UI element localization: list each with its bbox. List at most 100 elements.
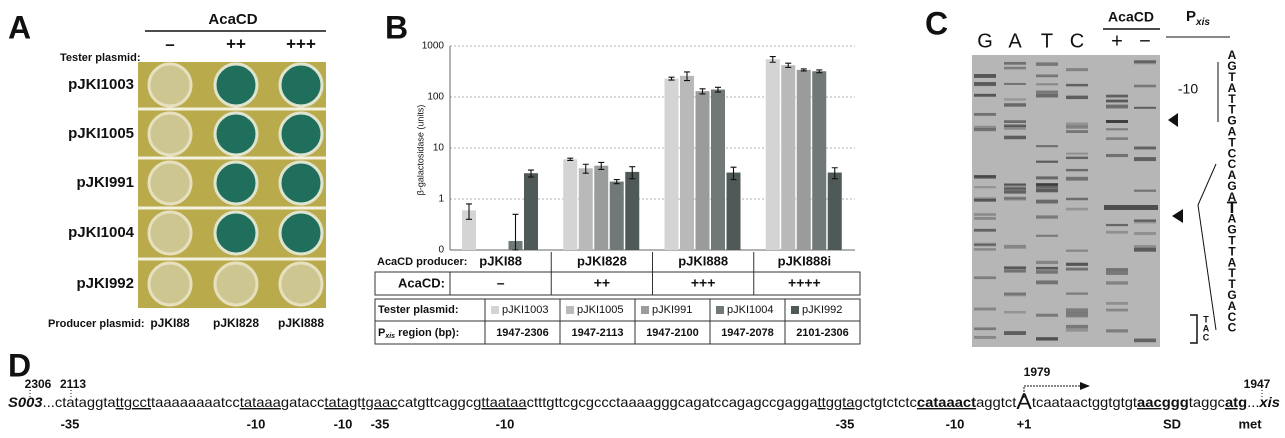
element-label: -10 [334,416,353,431]
gel-band [1036,215,1058,218]
promoter-label: Pxis [1186,8,1210,28]
panel-letter: C [925,5,948,41]
row-title: Producer plasmid: [48,318,145,330]
x-tick-label: pJKI88 [479,253,522,268]
gel-band [974,248,996,251]
gel-band [1134,220,1156,224]
sequence-segment: aggtct [976,394,1016,410]
bar [797,70,811,250]
position-label: 1947 [1244,377,1271,391]
gel-band [1004,103,1026,106]
gel-band [1004,188,1026,192]
legend-label: pJKI1004 [727,304,773,316]
region-value: 1947-2078 [721,327,774,339]
bar [625,172,639,250]
bar [711,90,725,250]
element-label: -35 [371,416,390,431]
level-label: +++ [691,275,716,291]
position-label: 1979 [1024,365,1051,379]
row-title: AcaCD: [398,275,445,290]
gel-band [1036,314,1058,317]
gel-band [1004,197,1026,199]
sequence-segment: A [1016,389,1032,414]
gel-band [1004,67,1026,70]
gel-band [1106,128,1128,130]
gel-band [1106,95,1128,98]
y-tick-label: 100 [427,92,444,103]
colony [149,263,191,305]
gel-band [1004,184,1026,186]
gel-band [1004,124,1026,127]
sequence-segment: tcaataactggtgtgt [1032,394,1137,410]
gel-band [1066,314,1088,317]
sequence-segment: tgaac [361,394,397,410]
gel-band [1004,269,1026,272]
sequence-letter: C [1228,321,1237,335]
gel-band [1036,94,1058,98]
gel-band [1134,147,1156,150]
bar [727,173,741,250]
region-rest: region (bp): [395,327,459,339]
row-title: Tester plasmid: [378,304,459,316]
bar [665,79,679,250]
bar [766,59,780,250]
gel-band [1004,311,1026,314]
sequence-segment: ttggta [817,394,854,410]
gel-band [1066,329,1088,332]
x-tick-label: pJKI888 [678,253,728,268]
arrowhead [1168,113,1178,127]
lane-label: − [1139,30,1151,52]
gel-band [1134,190,1156,192]
row-title: Tester plasmid: [60,52,141,64]
sequence-segment: ttgcct [116,394,151,410]
element-label: -10 [247,416,266,431]
row-label: pJKI1003 [68,76,134,93]
sequence-segment: S003 [8,394,43,410]
producer-label: pJKI888 [278,316,324,330]
sequence-segment: cataaact [917,394,977,410]
gel-band [1036,270,1058,274]
bar [610,182,624,250]
gel-band [974,336,996,339]
bar [594,166,608,250]
element-label: -10 [496,416,515,431]
gel-band [1036,267,1058,270]
legend-swatch [566,306,574,314]
gel-band [1134,248,1156,252]
gel-band [1106,120,1128,123]
sequence-segment: atg [1225,394,1247,410]
column-label: ++ [226,34,246,53]
sequence-segment: ... [1247,394,1259,410]
legend-label: pJKI1003 [502,304,548,316]
colony [215,263,257,305]
level-label: ++ [594,275,610,291]
gel-band [1036,161,1058,163]
gel-band [1106,309,1128,312]
gel-band [1066,84,1088,86]
row-label: pJKI1005 [68,125,134,142]
producer-label: pJKI88 [150,316,190,330]
colony [280,263,322,305]
gel-band [974,113,996,116]
gel-band [974,308,996,311]
bar [696,91,710,250]
level-label: – [497,275,505,291]
gel-band [1106,100,1128,103]
element-label: -10 [946,416,965,431]
gel-band [1134,61,1156,64]
gel-band [1066,308,1088,312]
sequence-segment: ctttgttcgcgccctaaaagggcagatccagagccgagga [527,394,818,410]
gel-band [1134,107,1156,109]
figure: A B C D AcaCD–+++++Tester plasmid:pJKI10… [0,0,1285,438]
sequence: S003...ctataggtattgccttaaaaaaaatcctataaa… [8,389,1280,414]
gel-band [1106,137,1128,140]
gel-band [1066,325,1088,329]
y-axis-label: β-galactosidase (units) [415,105,425,196]
y-tick-label: 1000 [422,41,445,52]
gel-band [1036,235,1058,237]
bar [812,71,826,250]
gel-band [1004,83,1026,85]
gel-band [1004,245,1026,249]
gel-band [1036,261,1058,264]
colony [149,212,191,254]
